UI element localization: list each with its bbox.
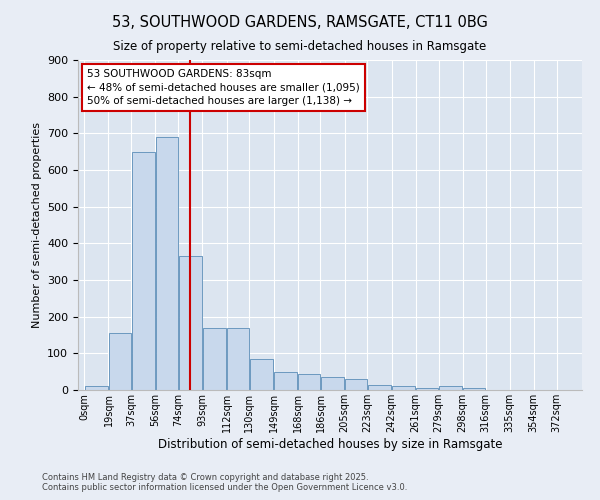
Bar xyxy=(298,374,320,390)
Bar xyxy=(439,386,463,390)
Text: Contains HM Land Registry data © Crown copyright and database right 2025.
Contai: Contains HM Land Registry data © Crown c… xyxy=(42,473,407,492)
Bar xyxy=(274,372,298,390)
Bar xyxy=(392,386,415,390)
Text: 53 SOUTHWOOD GARDENS: 83sqm
← 48% of semi-detached houses are smaller (1,095)
50: 53 SOUTHWOOD GARDENS: 83sqm ← 48% of sem… xyxy=(87,69,359,106)
Bar xyxy=(345,379,367,390)
Bar xyxy=(203,328,226,390)
Bar xyxy=(368,384,391,390)
X-axis label: Distribution of semi-detached houses by size in Ramsgate: Distribution of semi-detached houses by … xyxy=(158,438,502,450)
Text: Size of property relative to semi-detached houses in Ramsgate: Size of property relative to semi-detach… xyxy=(113,40,487,53)
Text: 53, SOUTHWOOD GARDENS, RAMSGATE, CT11 0BG: 53, SOUTHWOOD GARDENS, RAMSGATE, CT11 0B… xyxy=(112,15,488,30)
Bar xyxy=(250,359,273,390)
Bar xyxy=(463,388,485,390)
Bar xyxy=(155,137,178,390)
Y-axis label: Number of semi-detached properties: Number of semi-detached properties xyxy=(32,122,41,328)
Bar xyxy=(227,328,249,390)
Bar xyxy=(131,152,155,390)
Bar xyxy=(416,388,439,390)
Bar xyxy=(85,386,108,390)
Bar xyxy=(109,333,131,390)
Bar xyxy=(179,256,202,390)
Bar xyxy=(321,377,344,390)
